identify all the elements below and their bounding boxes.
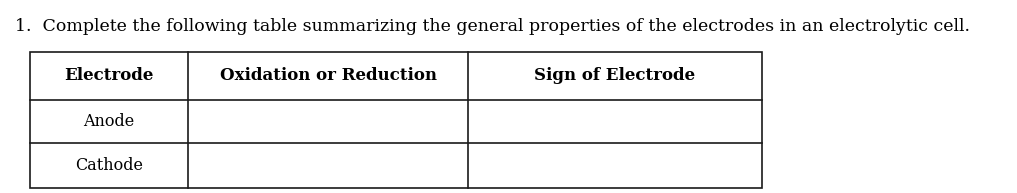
Text: Anode: Anode — [83, 113, 134, 130]
Text: 1.  Complete the following table summarizing the general properties of the elect: 1. Complete the following table summariz… — [15, 18, 970, 35]
Text: Electrode: Electrode — [64, 68, 154, 85]
Text: Oxidation or Reduction: Oxidation or Reduction — [220, 68, 436, 85]
Bar — [29, 52, 762, 188]
Text: Sign of Electrode: Sign of Electrode — [535, 68, 696, 85]
Text: Cathode: Cathode — [75, 157, 143, 174]
